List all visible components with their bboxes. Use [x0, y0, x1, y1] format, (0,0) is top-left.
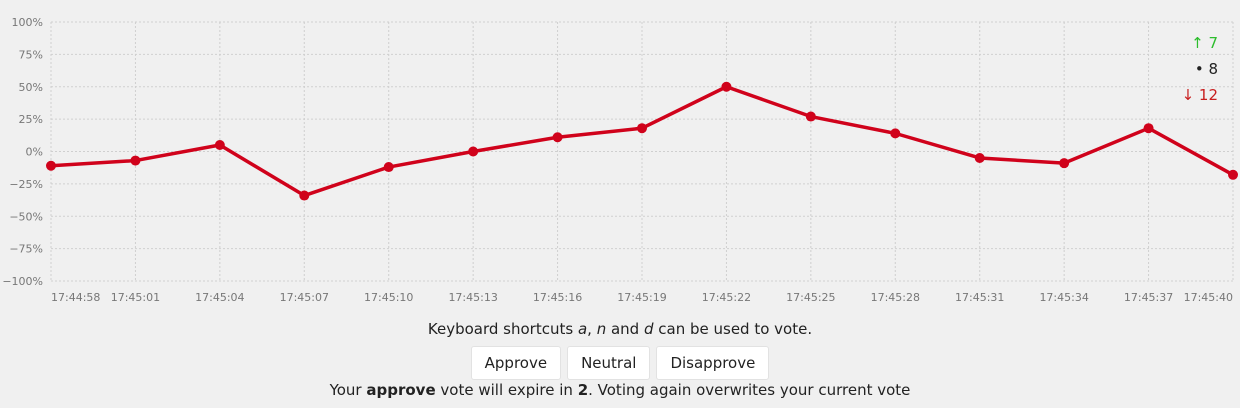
y-tick-label: −100%	[2, 275, 43, 288]
vote-status: Your approve vote will expire in 2. Voti…	[329, 381, 911, 399]
x-tick-label: 17:45:40	[1184, 291, 1233, 304]
vote-chart: 100% 75% 50% 25% 0% −25% −50% −75% −100% 17:44:5…	[2, 16, 1238, 304]
data-point	[468, 146, 479, 157]
x-tick-label: 17:45:28	[871, 291, 920, 304]
x-tick-label: 17:45:04	[195, 291, 244, 304]
x-tick-label: 17:45:25	[786, 291, 835, 304]
y-tick-label: 0%	[26, 146, 43, 159]
disapprove-count: ↓ 12	[1181, 86, 1218, 104]
expire-count: 2	[577, 381, 589, 399]
y-tick-label: 75%	[19, 48, 43, 61]
current-vote: approve	[366, 381, 436, 399]
data-point	[805, 111, 816, 122]
approve-button[interactable]: Approve	[470, 346, 562, 380]
data-point	[974, 152, 985, 163]
x-tick-label: 17:45:31	[955, 291, 1004, 304]
data-point	[383, 162, 394, 173]
shortcut-key-d: d	[643, 320, 654, 338]
vote-tally: ↑ 7 • 8 ↓ 12	[1182, 30, 1218, 108]
x-tick-label: 17:44:58	[51, 291, 100, 304]
y-axis: 100% 75% 50% 25% 0% −25% −50% −75% −100%	[2, 16, 43, 288]
y-tick-label: −75%	[9, 243, 43, 256]
data-point	[1059, 158, 1070, 169]
chart-grid	[50, 21, 1234, 282]
y-tick-label: 50%	[19, 81, 43, 94]
shortcut-key-a: a	[577, 320, 588, 338]
data-point	[46, 160, 56, 171]
y-tick-label: −50%	[9, 210, 43, 223]
x-tick-label: 17:45:37	[1124, 291, 1173, 304]
y-tick-label: 100%	[12, 16, 43, 29]
x-tick-label: 17:45:10	[364, 291, 413, 304]
x-tick-label: 17:45:16	[533, 291, 582, 304]
y-tick-label: 25%	[19, 113, 43, 126]
data-point	[299, 190, 310, 201]
data-point	[1228, 169, 1238, 180]
shortcut-hint: Keyboard shortcuts a, n and d can be use…	[427, 320, 813, 338]
data-point	[552, 132, 563, 143]
y-tick-label: −25%	[9, 178, 43, 191]
neutral-button[interactable]: Neutral	[567, 346, 651, 380]
disapprove-button[interactable]: Disapprove	[656, 346, 770, 380]
shortcut-key-n: n	[596, 320, 607, 338]
x-tick-label: 17:45:01	[111, 291, 160, 304]
x-tick-label: 17:45:34	[1039, 291, 1088, 304]
data-point	[721, 81, 732, 92]
x-tick-label: 17:45:22	[702, 291, 751, 304]
data-point	[214, 140, 225, 151]
data-point	[890, 128, 901, 139]
approve-count: ↑ 7	[1191, 34, 1218, 52]
x-tick-label: 17:45:13	[448, 291, 497, 304]
vote-buttons: Approve Neutral Disapprove	[0, 346, 1240, 380]
x-tick-label: 17:45:07	[280, 291, 329, 304]
data-point	[1143, 123, 1154, 134]
data-point	[637, 123, 647, 134]
neutral-count: • 8	[1194, 60, 1218, 78]
data-point	[130, 155, 141, 166]
x-tick-label: 17:45:19	[617, 291, 666, 304]
chart-series	[46, 81, 1238, 201]
x-axis: 17:44:58 17:45:01 17:45:04 17:45:07 17:45:10…	[51, 291, 1233, 304]
